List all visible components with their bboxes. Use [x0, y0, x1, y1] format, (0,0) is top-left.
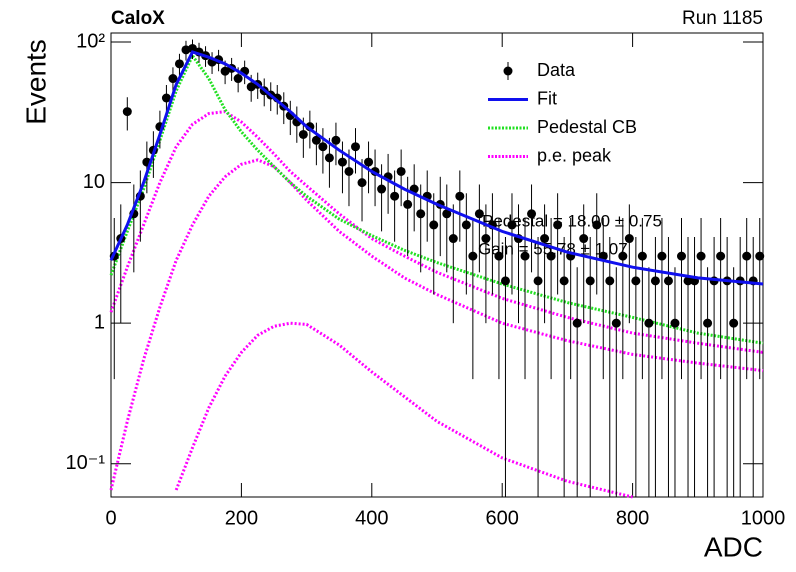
pedestal-curve: [109, 52, 764, 345]
data-point: [357, 178, 367, 188]
data-point: [344, 166, 354, 176]
data-point: [657, 251, 667, 261]
data-point: [403, 199, 413, 209]
annotation: Pedestal = 18.00 ± 0.75: [482, 211, 662, 230]
data-point: [579, 234, 589, 244]
data-point: [507, 220, 517, 230]
data-point: [663, 276, 673, 286]
y-axis-label: Events: [20, 39, 51, 125]
data-point: [670, 318, 680, 328]
data-point: [390, 191, 400, 201]
data-point: [540, 234, 550, 244]
data-point: [481, 234, 491, 244]
data-point: [611, 318, 621, 328]
data-point: [559, 276, 569, 286]
x-axis-label: ADC: [704, 531, 763, 562]
x-tick-label: 600: [486, 507, 519, 529]
data-point: [318, 142, 328, 152]
y-tick-label: 10²: [76, 30, 105, 52]
data-point: [122, 107, 132, 117]
fit-curve: [109, 50, 764, 286]
y-tick-label: 10: [83, 171, 105, 193]
data-point: [533, 276, 543, 286]
data-point: [311, 135, 321, 145]
data-point: [520, 251, 530, 261]
data-point: [546, 251, 556, 261]
data-point: [553, 220, 563, 230]
data-point: [703, 318, 713, 328]
data-point: [233, 74, 243, 84]
legend-label: Pedestal CB: [537, 117, 637, 137]
legend-label: Fit: [537, 88, 557, 108]
data-point: [637, 251, 647, 261]
data-point: [396, 166, 406, 176]
data-point: [618, 251, 628, 261]
data-point: [742, 251, 752, 261]
data-point: [631, 276, 641, 286]
data-point: [337, 157, 347, 167]
y-tick-label: 10⁻¹: [66, 452, 106, 474]
plot-frame: [110, 32, 764, 498]
data-point: [161, 93, 171, 103]
x-tick-label: 0: [105, 507, 116, 529]
data-point: [677, 251, 686, 261]
data-point: [331, 135, 341, 145]
data-point: [696, 251, 706, 261]
x-tick-label: 800: [616, 507, 649, 529]
data-point: [624, 234, 634, 244]
pe-peak-curve: [109, 110, 764, 354]
data-point: [650, 276, 660, 286]
pe-peak-curve: [174, 321, 633, 499]
legend-symbol: [503, 66, 513, 76]
data-point: [364, 157, 374, 167]
data-point: [174, 59, 184, 69]
data-point: [324, 153, 334, 163]
data-point: [683, 276, 693, 286]
y-tick-label: 1: [94, 311, 105, 333]
data-point: [527, 209, 537, 219]
data-point: [468, 251, 478, 261]
data-point: [448, 234, 458, 244]
legend-label: p.e. peak: [537, 145, 612, 165]
x-tick-label: 200: [225, 507, 258, 529]
x-tick-label: 1000: [741, 507, 786, 529]
data-point: [729, 318, 739, 328]
data-point: [168, 74, 178, 84]
data-point: [592, 220, 602, 230]
data-point: [644, 318, 654, 328]
data-point: [298, 129, 308, 139]
data-point: [716, 251, 726, 261]
data-point: [605, 276, 615, 286]
data-point: [429, 220, 439, 230]
data-point: [755, 251, 765, 261]
x-tick-label: 400: [355, 507, 388, 529]
chart-title: CaloX: [111, 8, 165, 29]
data-point: [461, 220, 471, 230]
data-point: [455, 191, 465, 201]
chart-subtitle: Run 1185: [682, 8, 763, 29]
data-point: [572, 318, 582, 328]
legend-label: Data: [537, 60, 576, 80]
data-point: [351, 142, 360, 152]
data-point: [494, 251, 504, 261]
pe-peak-curve: [109, 158, 764, 491]
data-point: [585, 276, 595, 286]
data-point: [500, 276, 510, 286]
data-point: [442, 209, 452, 219]
data-point: [416, 209, 426, 219]
data-point: [377, 184, 387, 194]
data-point: [474, 209, 484, 219]
data-point: [598, 251, 608, 261]
